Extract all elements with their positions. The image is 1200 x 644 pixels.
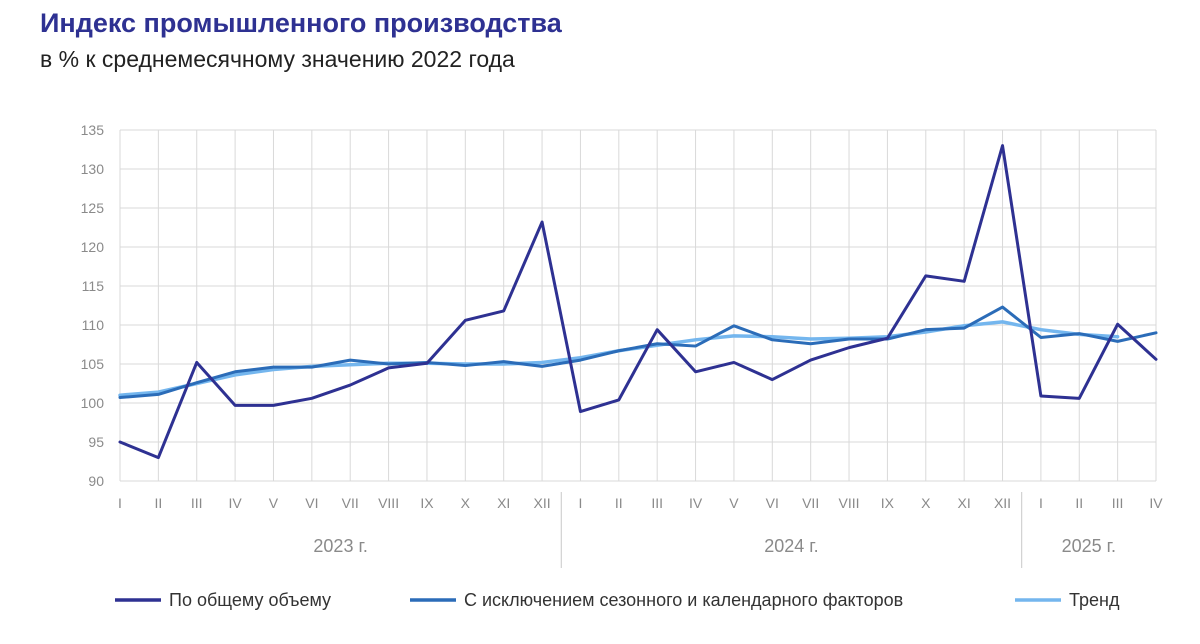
- series-line-total: [118, 144, 1158, 460]
- legend-label: С исключением сезонного и календарного ф…: [464, 590, 903, 610]
- year-groups: 2023 г. 2024 г. 2025 г.: [313, 492, 1116, 568]
- x-tick-label: II: [615, 495, 623, 511]
- x-tick-label: I: [1039, 495, 1043, 511]
- series-line-seasonal: [118, 305, 1158, 400]
- x-tick-label: VI: [766, 495, 779, 511]
- x-tick-label: V: [729, 495, 739, 511]
- year-label: 2024 г.: [764, 536, 818, 556]
- y-tick-label: 100: [81, 395, 105, 411]
- x-tick-label: V: [269, 495, 279, 511]
- x-tick-label: IV: [228, 495, 242, 511]
- x-tick-label: IV: [1149, 495, 1163, 511]
- y-tick-label: 95: [88, 434, 104, 450]
- x-tick-label: I: [118, 495, 122, 511]
- legend-label: Тренд: [1069, 590, 1120, 610]
- x-tick-label: X: [461, 495, 471, 511]
- x-tick-label: III: [651, 495, 663, 511]
- y-tick-label: 130: [81, 161, 105, 177]
- year-label: 2025 г.: [1062, 536, 1116, 556]
- y-tick-label: 110: [82, 317, 105, 333]
- x-tick-label: VIII: [839, 495, 860, 511]
- legend-label: По общему объему: [169, 590, 331, 610]
- y-axis-ticks: 90 95 100 105 110 115 120 125 130 135: [81, 122, 105, 489]
- series-lines: [118, 144, 1158, 460]
- x-tick-label: IV: [689, 495, 703, 511]
- x-tick-label: IX: [881, 495, 895, 511]
- y-tick-label: 105: [81, 356, 105, 372]
- x-tick-label: I: [578, 495, 582, 511]
- x-tick-label: X: [921, 495, 931, 511]
- y-tick-label: 125: [81, 200, 105, 216]
- x-tick-label: XI: [497, 495, 510, 511]
- legend: По общему объему С исключением сезонного …: [115, 590, 1120, 610]
- year-label: 2023 г.: [313, 536, 367, 556]
- legend-item-seasonal: С исключением сезонного и календарного ф…: [410, 590, 903, 610]
- x-tick-label: III: [191, 495, 203, 511]
- y-tick-label: 115: [82, 278, 105, 294]
- x-tick-label: XI: [958, 495, 971, 511]
- legend-item-total: По общему объему: [115, 590, 331, 610]
- x-tick-label: VII: [342, 495, 359, 511]
- y-tick-label: 120: [81, 239, 105, 255]
- x-axis-ticks: I II III IV V VI VII VIII IX X XI XII I II III IV V VI VII…: [118, 495, 1163, 511]
- x-tick-label: II: [154, 495, 162, 511]
- x-tick-label: VII: [802, 495, 819, 511]
- x-tick-label: XII: [534, 495, 551, 511]
- y-tick-label: 135: [81, 122, 105, 138]
- x-tick-label: VIII: [378, 495, 399, 511]
- x-tick-label: II: [1075, 495, 1083, 511]
- legend-item-trend: Тренд: [1015, 590, 1120, 610]
- x-tick-label: VI: [305, 495, 318, 511]
- y-tick-label: 90: [88, 473, 104, 489]
- chart-subtitle: в % к среднемесячному значению 2022 года: [40, 46, 515, 72]
- chart-title: Индекс промышленного производства: [40, 8, 562, 38]
- x-tick-label: IX: [420, 495, 434, 511]
- x-tick-label: III: [1112, 495, 1124, 511]
- x-tick-label: XII: [994, 495, 1011, 511]
- grid: [119, 129, 1157, 482]
